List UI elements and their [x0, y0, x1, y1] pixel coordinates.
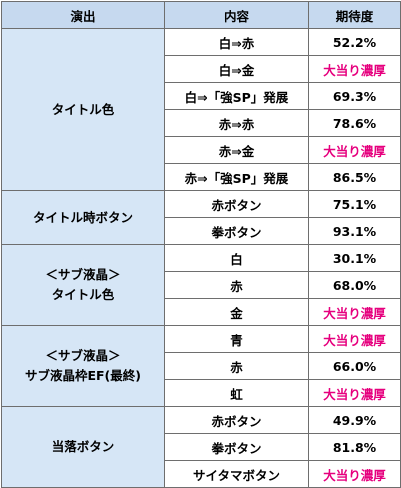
effect-group-label: タイトル色 — [51, 287, 115, 302]
expectation-cell: 93.1% — [308, 217, 401, 245]
effect-group-label: ＜サブ液晶＞ — [45, 267, 121, 282]
content-cell: 金 — [164, 298, 309, 326]
effect-group-cell: タイトル時ボタン — [1, 190, 165, 245]
content-cell: 拳ボタン — [164, 433, 309, 461]
table-row: 赤 68.0% — [2, 271, 401, 299]
content-cell: 青 — [164, 325, 309, 353]
content-cell: 虹 — [164, 379, 309, 407]
content-cell: 白 — [164, 244, 309, 272]
table-row: 白⇒「強SP」発展 69.3% — [2, 82, 401, 110]
table-row: 拳ボタン 93.1% — [2, 217, 401, 245]
content-cell: 赤ボタン — [164, 190, 309, 218]
expectation-cell: 49.9% — [308, 406, 401, 434]
expectation-cell-jackpot: 大当り濃厚 — [308, 298, 401, 326]
expectation-cell: 81.8% — [308, 433, 401, 461]
effect-group-cell: タイトル色 — [1, 28, 165, 191]
content-cell: 白⇒金 — [164, 55, 309, 83]
content-cell: 赤⇒金 — [164, 136, 309, 164]
table-row: サイタマボタン 大当り濃厚 — [2, 460, 401, 488]
expectation-cell: 30.1% — [308, 244, 401, 272]
expectation-cell: 75.1% — [308, 190, 401, 218]
expectation-cell-jackpot: 大当り濃厚 — [308, 379, 401, 407]
expectation-cell: 52.2% — [308, 28, 401, 56]
effect-group-label: タイトル時ボタン — [32, 209, 133, 225]
effect-group-cell: ＜サブ液晶＞ サブ液晶枠EF(最終) — [1, 325, 165, 407]
content-cell: 赤 — [164, 352, 309, 380]
header-expectation: 期待度 — [308, 1, 401, 29]
content-cell: 赤 — [164, 271, 309, 299]
effect-group-cell: 当落ボタン — [1, 406, 165, 488]
header-effect: 演出 — [1, 1, 165, 29]
expectation-cell: 86.5% — [308, 163, 401, 191]
effect-group-label: 当落ボタン — [51, 439, 115, 454]
content-cell: 白⇒赤 — [164, 28, 309, 56]
table-row: タイトル時ボタン 赤ボタン 75.1% — [1, 190, 401, 245]
header-row: 演出 内容 期待度 — [1, 1, 401, 29]
effect-group-cell: ＜サブ液晶＞ タイトル色 — [1, 244, 165, 326]
content-cell: サイタマボタン — [164, 460, 309, 488]
expectation-cell-jackpot: 大当り濃厚 — [308, 55, 401, 83]
table-row: 赤⇒赤 78.6% — [2, 109, 401, 137]
table-row: ＜サブ液晶＞ サブ液晶枠EF(最終) 青大当り濃厚 — [1, 325, 401, 407]
content-cell: 赤⇒「強SP」発展 — [164, 163, 309, 191]
expectation-cell: 78.6% — [308, 109, 401, 137]
expectation-cell-jackpot: 大当り濃厚 — [308, 460, 401, 488]
effect-group-label: サブ液晶枠EF(最終) — [24, 368, 141, 383]
table-row: ＜サブ液晶＞ タイトル色 白 30.1% — [1, 244, 401, 326]
effect-group-label: ＜サブ液晶＞ — [45, 348, 121, 363]
content-cell: 白⇒「強SP」発展 — [164, 82, 309, 110]
content-cell: 赤ボタン — [164, 406, 309, 434]
expectation-cell: 68.0% — [308, 271, 401, 299]
effect-group-label: タイトル色 — [51, 101, 115, 117]
content-cell: 赤⇒赤 — [164, 109, 309, 137]
table-row: 金大当り濃厚 — [2, 298, 401, 326]
header-content: 内容 — [164, 1, 309, 29]
expectation-cell-jackpot: 大当り濃厚 — [308, 325, 401, 353]
table-row: 赤⇒「強SP」発展 86.5% — [2, 163, 401, 191]
content-cell: 拳ボタン — [164, 217, 309, 245]
table-body: タイトル色 白⇒赤 52.2% 白⇒金 大当り濃厚 白⇒「強SP」発展 69.3% 赤⇒赤 78… — [1, 28, 401, 488]
expectation-cell: 69.3% — [308, 82, 401, 110]
table-row: 赤⇒金 大当り濃厚 — [2, 136, 401, 164]
table-row: 赤 66.0% — [2, 352, 401, 380]
expectation-cell-jackpot: 大当り濃厚 — [308, 136, 401, 164]
table-row: タイトル色 白⇒赤 52.2% — [1, 28, 401, 191]
table-row: 白⇒金 大当り濃厚 — [2, 55, 401, 83]
table-row: 拳ボタン 81.8% — [2, 433, 401, 461]
table-row: 当落ボタン 赤ボタン 49.9% — [1, 406, 401, 488]
expectation-cell: 66.0% — [308, 352, 401, 380]
